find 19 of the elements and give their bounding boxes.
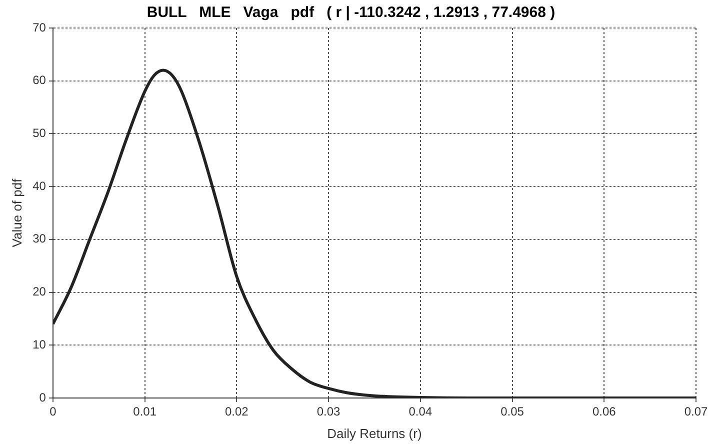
y-tick-label: 20 bbox=[32, 284, 46, 299]
x-tick-label: 0.06 bbox=[592, 404, 616, 419]
y-tick-label: 50 bbox=[32, 126, 46, 140]
y-tick-label: 30 bbox=[32, 232, 46, 246]
y-tick-label: 10 bbox=[32, 337, 46, 352]
x-axis-title: Daily Returns (r) bbox=[327, 426, 422, 441]
x-tick-label: 0.02 bbox=[224, 404, 249, 419]
y-tick-label: 60 bbox=[32, 73, 46, 88]
y-axis-title: Value of pdf bbox=[9, 178, 24, 248]
x-tick-label: 0 bbox=[50, 404, 57, 419]
x-tick-label: 0.07 bbox=[684, 404, 708, 419]
x-tick-label: 0.04 bbox=[408, 404, 432, 419]
y-tick-label: 70 bbox=[32, 20, 46, 34]
y-tick-label: 40 bbox=[32, 178, 46, 193]
chart-title: BULL MLE Vaga pdf ( r | -110.3242 , 1.2913 , 77.4968 ) bbox=[146, 4, 556, 22]
y-tick-label: 0 bbox=[39, 390, 46, 404]
x-tick-label: 0.01 bbox=[133, 404, 157, 419]
x-tick-label: 0.03 bbox=[316, 404, 341, 419]
x-tick-label: 0.05 bbox=[500, 404, 524, 419]
